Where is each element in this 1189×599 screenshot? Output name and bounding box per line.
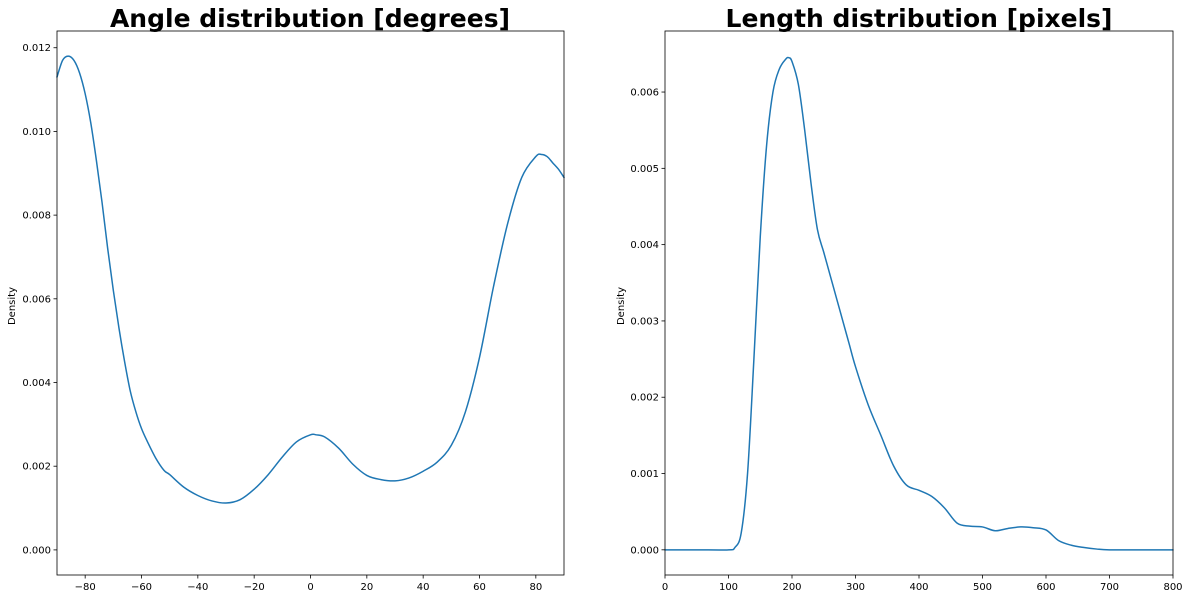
- length-ytick-label: 0.006: [630, 88, 659, 99]
- length-xtick-label: 500: [973, 582, 992, 593]
- angle-ytick-label: 0.000: [22, 545, 51, 556]
- angle-ytick-label: 0.008: [22, 211, 51, 222]
- angle-ytick-label: 0.006: [22, 294, 51, 305]
- length-xtick-label: 100: [719, 582, 738, 593]
- length-plot-area: [664, 30, 1174, 576]
- angle-density-line: [56, 55, 565, 504]
- length-ticks-layer: 0 100 200 300 400 500 600 700 800 0.000 0.001 0.002…: [630, 88, 1182, 593]
- angle-plot-area: [56, 30, 565, 576]
- angle-chart-title: Angle distribution [degrees]: [110, 4, 510, 33]
- angle-series-layer: [56, 55, 565, 504]
- angle-ytick-label: 0.010: [22, 127, 51, 138]
- angle-xtick-label: −20: [244, 582, 265, 593]
- angle-xtick-label: −80: [75, 582, 96, 593]
- angle-xtick-label: −40: [187, 582, 208, 593]
- angle-xtick-label: 0: [307, 582, 313, 593]
- length-xtick-label: 400: [909, 582, 928, 593]
- length-xtick-label: 700: [1100, 582, 1119, 593]
- angle-xtick-label: −60: [131, 582, 152, 593]
- angle-chart-ylabel: Density: [7, 287, 18, 325]
- length-density-line: [664, 56, 1174, 551]
- length-chart: Length distribution [pixels] Density 0 10…: [616, 4, 1183, 593]
- angle-xtick-label: 80: [529, 582, 542, 593]
- length-chart-ylabel: Density: [616, 287, 627, 325]
- length-ytick-label: 0.000: [630, 545, 659, 556]
- length-xtick-label: 200: [782, 582, 801, 593]
- angle-xtick-label: 40: [417, 582, 430, 593]
- length-series-layer: [664, 56, 1174, 551]
- angle-ytick-label: 0.012: [22, 43, 51, 54]
- angle-xtick-label: 20: [360, 582, 373, 593]
- length-ytick-label: 0.002: [630, 393, 659, 404]
- angle-ytick-label: 0.002: [22, 462, 51, 473]
- length-xtick-label: 300: [846, 582, 865, 593]
- length-xtick-label: 800: [1163, 582, 1182, 593]
- angle-ytick-label: 0.004: [22, 378, 51, 389]
- length-xtick-label: 0: [662, 582, 668, 593]
- length-ytick-label: 0.003: [630, 316, 659, 327]
- length-ytick-label: 0.004: [630, 240, 659, 251]
- length-xtick-label: 600: [1036, 582, 1055, 593]
- angle-xtick-label: 60: [473, 582, 486, 593]
- length-ytick-label: 0.001: [630, 469, 659, 480]
- angle-ticks-layer: −80 −60 −40 −20 0 20 40 60 80 0.000 0.002 0.004 0.00…: [22, 43, 542, 593]
- angle-chart: Angle distribution [degrees] Density −80…: [7, 4, 565, 593]
- length-ytick-label: 0.005: [630, 164, 659, 175]
- length-chart-title: Length distribution [pixels]: [726, 4, 1113, 33]
